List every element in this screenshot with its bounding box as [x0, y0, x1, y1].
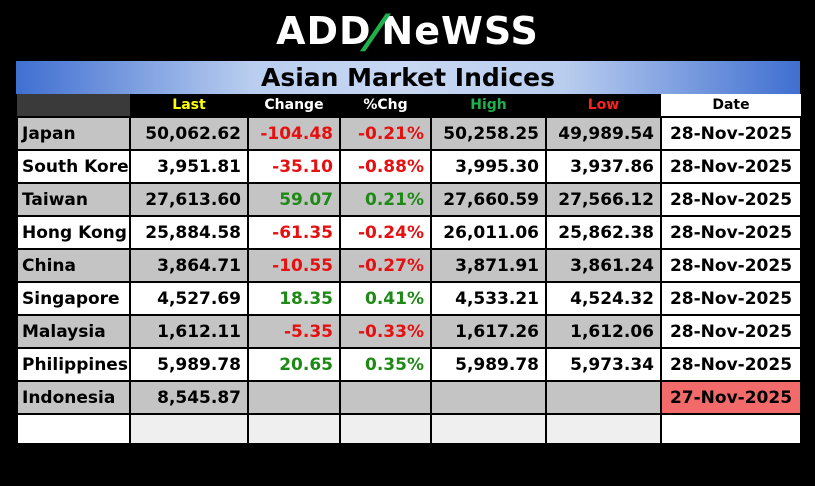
- cell-date: 28-Nov-2025: [660, 281, 802, 316]
- cell-name: Malaysia: [16, 314, 131, 349]
- cell-last: 27,613.60: [129, 182, 249, 217]
- blank-cell: [430, 413, 547, 445]
- cell-change: [247, 380, 341, 415]
- cell-last: 3,951.81: [129, 149, 249, 184]
- cell-pchg: -0.88%: [339, 149, 432, 184]
- table-row: Philippines 5,989.78 20.65 0.35% 5,989.78 5,9…: [16, 347, 802, 382]
- blank-cell: [339, 413, 432, 445]
- cell-high: 3,871.91: [430, 248, 547, 283]
- table-row: South Korea 3,951.81 -35.10 -0.88% 3,995.30 3…: [16, 149, 802, 184]
- logo-part1: ADD: [276, 9, 372, 53]
- cell-name: Philippines: [16, 347, 131, 382]
- cell-date: 28-Nov-2025: [660, 149, 802, 184]
- cell-pchg: 0.35%: [339, 347, 432, 382]
- cell-high: 50,258.25: [430, 116, 547, 151]
- table-body: Japan 50,062.62 -104.48 -0.21% 50,258.25 49,9…: [16, 116, 802, 445]
- cell-date: 28-Nov-2025: [660, 248, 802, 283]
- cell-name: Singapore: [16, 281, 131, 316]
- cell-low: 3,861.24: [545, 248, 662, 283]
- header-high: High: [431, 94, 546, 117]
- cell-date: 28-Nov-2025: [660, 347, 802, 382]
- cell-change: 20.65: [247, 347, 341, 382]
- cell-high: 1,617.26: [430, 314, 547, 349]
- page-title: Asian Market Indices: [260, 63, 556, 92]
- cell-last: 8,545.87: [129, 380, 249, 415]
- cell-low: 1,612.06: [545, 314, 662, 349]
- cell-low: 25,862.38: [545, 215, 662, 250]
- cell-high: [430, 380, 547, 415]
- cell-low: 49,989.54: [545, 116, 662, 151]
- cell-low: 4,524.32: [545, 281, 662, 316]
- cell-name: Indonesia: [16, 380, 131, 415]
- cell-change: -35.10: [247, 149, 341, 184]
- header-low: Low: [546, 94, 661, 117]
- blank-row: [16, 413, 802, 445]
- cell-pchg: [339, 380, 432, 415]
- cell-name: Japan: [16, 116, 131, 151]
- cell-last: 25,884.58: [129, 215, 249, 250]
- cell-name: Taiwan: [16, 182, 131, 217]
- blank-cell: [545, 413, 662, 445]
- cell-high: 4,533.21: [430, 281, 547, 316]
- table-header-row: Last Change %Chg High Low Date: [17, 94, 801, 117]
- cell-pchg: 0.41%: [339, 281, 432, 316]
- cell-low: 3,937.86: [545, 149, 662, 184]
- header-name: [17, 94, 130, 117]
- cell-date: 27-Nov-2025: [660, 380, 802, 415]
- cell-change: 18.35: [247, 281, 341, 316]
- cell-date: 28-Nov-2025: [660, 314, 802, 349]
- cell-change: 59.07: [247, 182, 341, 217]
- cell-last: 4,527.69: [129, 281, 249, 316]
- cell-last: 1,612.11: [129, 314, 249, 349]
- cell-last: 3,864.71: [129, 248, 249, 283]
- cell-low: 27,566.12: [545, 182, 662, 217]
- table-row: Singapore 4,527.69 18.35 0.41% 4,533.21 4,524…: [16, 281, 802, 316]
- cell-last: 50,062.62: [129, 116, 249, 151]
- cell-name: China: [16, 248, 131, 283]
- cell-change: -104.48: [247, 116, 341, 151]
- market-table: Last Change %Chg High Low Date Japan 50,0…: [16, 94, 802, 445]
- cell-pchg: -0.33%: [339, 314, 432, 349]
- cell-high: 26,011.06: [430, 215, 547, 250]
- cell-last: 5,989.78: [129, 347, 249, 382]
- cell-date: 28-Nov-2025: [660, 215, 802, 250]
- table-row: Hong Kong 25,884.58 -61.35 -0.24% 26,011.06 2…: [16, 215, 802, 250]
- cell-pchg: -0.27%: [339, 248, 432, 283]
- header-pchg: %Chg: [340, 94, 431, 117]
- cell-high: 27,660.59: [430, 182, 547, 217]
- cell-name: South Korea: [16, 149, 131, 184]
- blank-cell: [129, 413, 249, 445]
- table-row: China 3,864.71 -10.55 -0.27% 3,871.91 3,861.2…: [16, 248, 802, 283]
- header-last: Last: [130, 94, 248, 117]
- header-change: Change: [248, 94, 340, 117]
- title-bar: Asian Market Indices: [16, 61, 800, 94]
- cell-low: 5,973.34: [545, 347, 662, 382]
- table-row: Indonesia 8,545.87 27-Nov-2025: [16, 380, 802, 415]
- cell-change: -61.35: [247, 215, 341, 250]
- cell-high: 3,995.30: [430, 149, 547, 184]
- logo-part2: eWSS: [414, 9, 539, 53]
- cell-change: -10.55: [247, 248, 341, 283]
- cell-name: Hong Kong: [16, 215, 131, 250]
- logo-n: N: [381, 9, 415, 53]
- cell-pchg: -0.24%: [339, 215, 432, 250]
- cell-pchg: 0.21%: [339, 182, 432, 217]
- cell-pchg: -0.21%: [339, 116, 432, 151]
- table-row: Taiwan 27,613.60 59.07 0.21% 27,660.59 27,566…: [16, 182, 802, 217]
- blank-cell: [660, 413, 802, 445]
- blank-cell: [247, 413, 341, 445]
- blank-cell: [16, 413, 131, 445]
- cell-date: 28-Nov-2025: [660, 182, 802, 217]
- cell-high: 5,989.78: [430, 347, 547, 382]
- cell-change: -5.35: [247, 314, 341, 349]
- table-row: Malaysia 1,612.11 -5.35 -0.33% 1,617.26 1,612…: [16, 314, 802, 349]
- header-date: Date: [661, 94, 801, 117]
- table-row: Japan 50,062.62 -104.48 -0.21% 50,258.25 49,9…: [16, 116, 802, 151]
- cell-date: 28-Nov-2025: [660, 116, 802, 151]
- cell-low: [545, 380, 662, 415]
